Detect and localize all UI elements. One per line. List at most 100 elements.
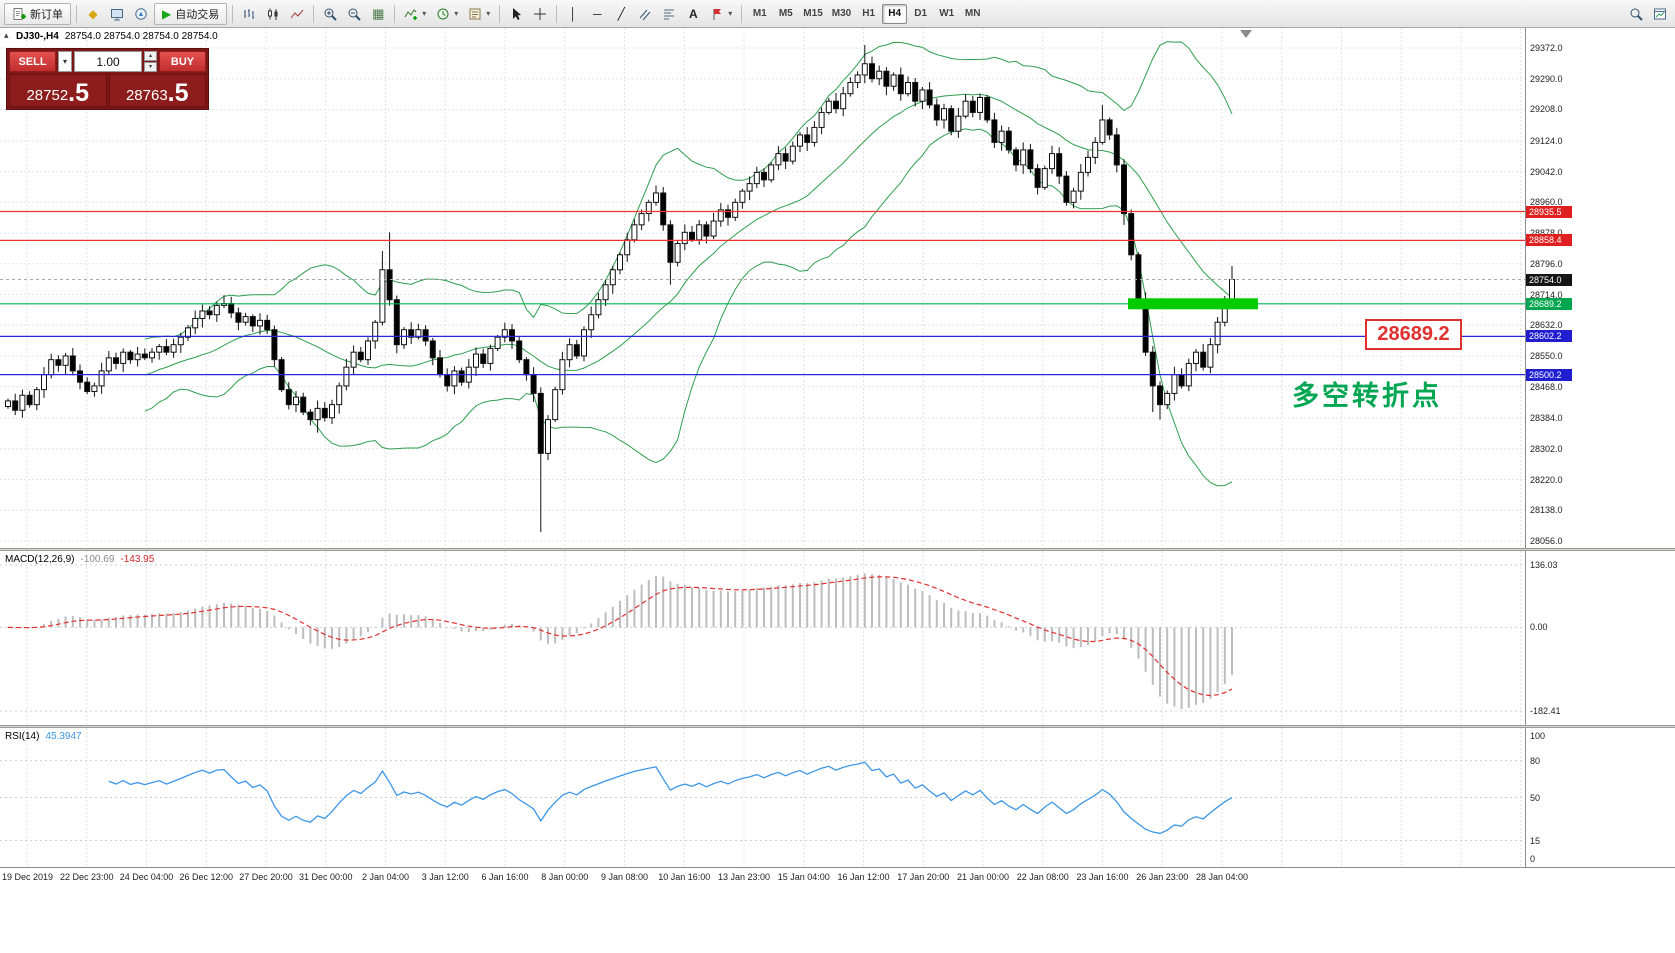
price-tick: 28138.0: [1530, 505, 1563, 516]
indicators-button[interactable]: ▾: [400, 3, 430, 25]
candlestick-chart[interactable]: [0, 28, 1525, 548]
price-line-tag: 28602.2: [1526, 330, 1572, 343]
price-tick: 29042.0: [1530, 166, 1563, 177]
template-icon: [468, 7, 482, 21]
timeframe-m15[interactable]: M15: [799, 4, 826, 24]
macd-panel: 136.03 0.00 -182.41 MACD(12,26,9) -100.69 -1…: [0, 551, 1675, 725]
macd-chart[interactable]: [0, 551, 1525, 725]
timeframe-m5[interactable]: M5: [773, 4, 798, 24]
time-axis-label: 17 Jan 20:00: [897, 872, 950, 882]
macd-main-value: -100.69: [80, 554, 115, 565]
chart-window-button[interactable]: [1649, 3, 1671, 25]
buy-price[interactable]: 28763.5: [108, 74, 206, 107]
time-axis-label: 2 Jan 04:00: [361, 872, 410, 882]
volume-decrease-button[interactable]: ▾: [144, 62, 157, 72]
timeframe-m30[interactable]: M30: [828, 4, 855, 24]
zoom-in-button[interactable]: [319, 3, 341, 25]
turning-point-text[interactable]: 多空转折点: [1292, 381, 1442, 411]
one-click-toggle[interactable]: ▴: [4, 30, 9, 40]
timeframe-mn[interactable]: MN: [960, 4, 985, 24]
price-tick: 29372.0: [1530, 43, 1563, 53]
price-tick: 28960.0: [1530, 197, 1563, 208]
buy-button[interactable]: BUY: [159, 51, 206, 72]
new-order-button[interactable]: 新订单: [4, 2, 71, 25]
price-scale[interactable]: 29372.0 29290.0 29208.0 29124.0 29042.0 28960…: [1525, 28, 1675, 548]
rsi-value: 45.3947: [45, 731, 82, 742]
zoom-out-button[interactable]: [343, 3, 365, 25]
chevron-down-icon: ▾: [486, 8, 491, 18]
price-tick: 28056.0: [1530, 536, 1563, 546]
panel-divider[interactable]: [0, 548, 1675, 551]
macd-header: MACD(12,26,9) -100.69 -143.95: [5, 554, 154, 565]
rsi-tick: 0: [1530, 854, 1536, 864]
toolbar-separator: [556, 4, 558, 23]
price-tick: 28220.0: [1530, 474, 1563, 485]
horizontal-line-tool-button[interactable]: ─: [586, 3, 608, 25]
timeframe-h1[interactable]: H1: [856, 4, 881, 24]
rsi-label: RSI(14): [5, 731, 40, 742]
vertical-line-tool-button[interactable]: │: [562, 3, 584, 25]
rsi-chart[interactable]: [0, 728, 1525, 867]
timeframe-m1[interactable]: M1: [747, 4, 772, 24]
rsi-scale[interactable]: 100 80 50 15 0: [1525, 728, 1675, 867]
candlestick-icon: [266, 7, 280, 21]
time-axis-label: 16 Jan 12:00: [837, 872, 890, 882]
volume-dropdown[interactable]: ▾: [58, 51, 72, 72]
price-line-tag: 28689.2: [1526, 297, 1572, 310]
periods-button[interactable]: ▾: [432, 3, 462, 25]
chart-ohlc-readout: DJ30-,H4 28754.0 28754.0 28754.0 28754.0: [16, 31, 218, 42]
timeframe-d1[interactable]: D1: [908, 4, 933, 24]
data-window-button[interactable]: [106, 3, 128, 25]
chart-symbol-period: DJ30-,H4: [16, 31, 59, 42]
time-axis-label: 22 Dec 23:00: [59, 872, 114, 882]
line-chart-mode-button[interactable]: [286, 3, 308, 25]
timeframe-group: M1 M5 M15 M30 H1 H4 D1 W1 MN: [747, 3, 985, 24]
timeframe-h4[interactable]: H4: [882, 3, 908, 24]
indicator-icon: [404, 7, 418, 21]
price-tick: 29208.0: [1530, 104, 1563, 115]
sell-price-main: 28752: [26, 87, 69, 104]
channel-tool-button[interactable]: [634, 3, 656, 25]
crosshair-tool-button[interactable]: [529, 3, 551, 25]
time-axis-label: 3 Jan 12:00: [421, 872, 469, 882]
sell-button[interactable]: SELL: [9, 51, 56, 72]
vertical-line-icon: │: [569, 6, 578, 21]
cursor-tool-button[interactable]: [505, 3, 527, 25]
templates-button[interactable]: ▾: [464, 3, 494, 25]
timeframe-w1[interactable]: W1: [934, 4, 959, 24]
bar-chart-mode-button[interactable]: [238, 3, 260, 25]
price-annotation-box[interactable]: 28689.2: [1365, 319, 1462, 350]
volume-increase-button[interactable]: ▴: [144, 51, 157, 61]
price-line-tag: 28935.5: [1526, 205, 1572, 218]
trendline-tool-button[interactable]: ╱: [610, 3, 632, 25]
price-tick: 28302.0: [1530, 443, 1563, 454]
navigator-button[interactable]: [130, 3, 152, 25]
price-line-tag: 28500.2: [1526, 368, 1572, 381]
time-axis-label: 28 Jan 04:00: [1195, 872, 1249, 882]
fibonacci-tool-button[interactable]: [658, 3, 680, 25]
time-axis-label: 6 Jan 16:00: [481, 872, 529, 882]
price-tick: 29124.0: [1530, 135, 1563, 146]
text-tool-button[interactable]: A: [682, 3, 704, 25]
panel-divider[interactable]: [0, 725, 1675, 728]
clock-icon: [436, 7, 450, 21]
time-axis-label: 21 Jan 00:00: [956, 872, 1010, 882]
time-axis[interactable]: 19 Dec 2019 22 Dec 23:00 24 Dec 04:00 26 De…: [0, 867, 1675, 887]
auto-trading-button[interactable]: ▶ 自动交易: [154, 2, 228, 25]
buy-price-big: .5: [167, 79, 189, 107]
macd-scale[interactable]: 136.03 0.00 -182.41: [1525, 551, 1675, 725]
tile-windows-button[interactable]: ▦: [367, 3, 389, 25]
arrows-tool-button[interactable]: ▾: [706, 3, 736, 25]
candlestick-mode-button[interactable]: [262, 3, 284, 25]
macd-tick: 0.00: [1530, 622, 1548, 633]
time-axis-label: 26 Jan 23:00: [1136, 872, 1189, 882]
crosshair-icon: [533, 7, 547, 21]
price-line-tag: 28754.0: [1526, 273, 1572, 286]
market-watch-button[interactable]: ◆: [82, 3, 104, 25]
line-chart-icon: [290, 7, 304, 21]
volume-input[interactable]: 1.00: [74, 51, 142, 72]
search-button[interactable]: [1625, 3, 1647, 25]
time-axis-label: 13 Jan 23:00: [717, 872, 771, 882]
sell-price[interactable]: 28752.5: [9, 74, 107, 107]
toolbar-separator: [76, 4, 77, 23]
